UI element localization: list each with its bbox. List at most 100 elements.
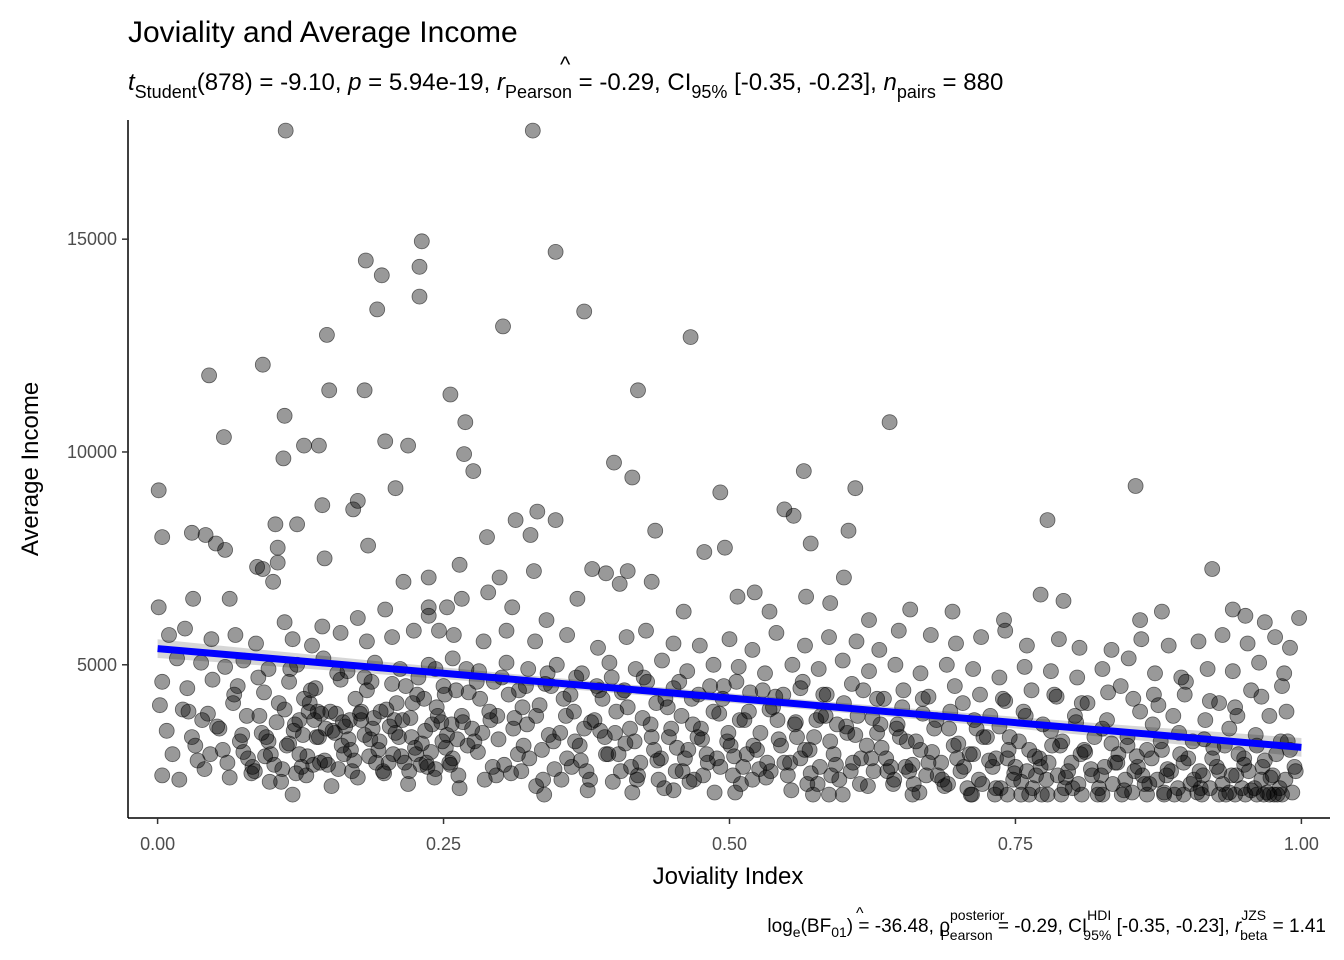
data-point — [952, 763, 969, 780]
data-point — [453, 708, 470, 724]
data-point — [624, 469, 641, 486]
data-point — [776, 501, 793, 518]
data-point — [574, 665, 590, 682]
data-point — [526, 563, 542, 579]
data-point — [744, 642, 761, 658]
data-point — [1119, 737, 1136, 754]
data-point — [1067, 708, 1083, 724]
data-point — [261, 773, 278, 790]
data-point — [323, 778, 340, 794]
data-point — [248, 635, 264, 652]
data-point — [1144, 716, 1161, 733]
data-point — [250, 669, 267, 686]
data-point — [611, 576, 628, 592]
data-point — [1277, 771, 1294, 788]
data-point — [968, 720, 985, 737]
data-point — [682, 329, 699, 346]
y-axis-ticks: 5000 10000 15000 — [67, 229, 129, 675]
data-point — [360, 537, 377, 554]
data-point — [663, 720, 680, 737]
data-point — [535, 771, 551, 788]
data-point — [472, 690, 489, 707]
data-point — [238, 708, 255, 724]
data-point — [665, 782, 682, 799]
data-point — [671, 673, 688, 690]
data-point — [972, 686, 988, 703]
data-point — [1248, 786, 1265, 803]
data-point — [782, 754, 798, 771]
data-point — [691, 637, 708, 654]
data-point — [390, 729, 407, 745]
data-point — [1100, 684, 1116, 701]
data-point — [612, 763, 629, 780]
data-point — [164, 746, 181, 763]
data-point — [183, 524, 200, 541]
data-point — [357, 252, 374, 269]
data-point — [1267, 629, 1283, 645]
data-point — [498, 654, 515, 671]
data-point — [1132, 612, 1148, 628]
data-point — [582, 771, 598, 788]
data-point — [607, 725, 623, 741]
data-point — [965, 746, 981, 763]
data-point — [369, 301, 386, 318]
data-point — [992, 780, 1009, 797]
data-point — [254, 561, 271, 577]
data-point — [150, 482, 167, 499]
data-point — [979, 729, 995, 745]
subtitle-p-value: = 5.94e-19, — [362, 69, 497, 96]
data-point — [384, 629, 401, 645]
data-point — [938, 656, 955, 673]
caption-r-value: = 1.41 — [1267, 916, 1326, 937]
data-point — [1054, 733, 1071, 750]
x-tick-label: 1.00 — [1284, 834, 1319, 854]
data-point — [484, 759, 501, 775]
data-point — [340, 731, 357, 748]
data-point — [818, 686, 835, 703]
data-point — [1024, 780, 1041, 797]
data-point — [269, 554, 286, 571]
data-point — [1127, 478, 1144, 494]
data-point — [705, 656, 722, 673]
data-point — [1046, 686, 1063, 703]
data-point — [377, 433, 394, 450]
caption-rho-sub: Pearson — [940, 927, 992, 943]
data-point — [444, 650, 461, 667]
caption-bf-sub: 01 — [831, 924, 847, 940]
data-point — [219, 754, 236, 771]
data-point — [722, 737, 739, 754]
data-point — [638, 622, 654, 639]
data-point — [795, 463, 812, 480]
data-point — [559, 627, 575, 643]
data-point — [1165, 708, 1182, 724]
data-point — [785, 507, 802, 524]
data-point — [1028, 767, 1044, 784]
data-point — [534, 742, 550, 758]
data-point — [834, 786, 851, 803]
data-point — [412, 756, 429, 773]
y-tick-label: 5000 — [77, 655, 117, 675]
data-point — [619, 563, 636, 579]
data-point — [286, 716, 303, 733]
chart-title: Joviality and Average Income — [128, 16, 518, 49]
data-point — [336, 746, 352, 763]
data-point — [185, 590, 202, 607]
fit-line-layer — [157, 645, 1302, 751]
data-point — [1016, 659, 1033, 675]
data-point — [823, 767, 840, 784]
data-point — [679, 663, 696, 680]
data-point — [828, 756, 844, 773]
data-point — [908, 733, 924, 750]
data-point — [310, 437, 327, 454]
data-point — [314, 497, 331, 514]
data-point — [495, 318, 511, 335]
data-point — [457, 414, 474, 431]
data-point — [902, 601, 919, 618]
data-point — [1180, 750, 1197, 767]
data-point — [863, 750, 880, 767]
data-point — [243, 765, 260, 782]
data-point — [1204, 750, 1221, 767]
data-point — [1202, 780, 1218, 797]
data-point — [630, 382, 646, 399]
data-point — [395, 573, 412, 590]
